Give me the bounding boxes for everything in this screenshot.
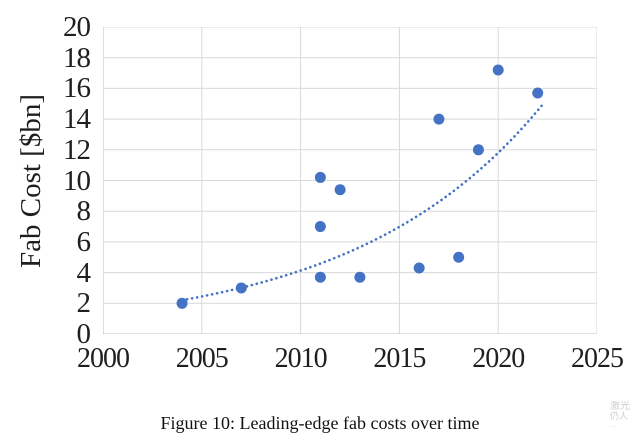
data-point: [314, 221, 326, 233]
y-tick-label: 18: [63, 41, 91, 74]
y-tick-label: 14: [63, 103, 91, 136]
data-point: [314, 171, 326, 183]
trendline-dotted: [180, 102, 545, 302]
figure-caption: Figure 10: Leading-edge fab costs over t…: [160, 413, 480, 433]
x-tick-label: 2020: [472, 343, 525, 374]
y-tick-label: 16: [63, 72, 91, 105]
y-tick-label: 6: [76, 225, 92, 258]
y-tick-label: 4: [76, 256, 92, 289]
y-tick-label: 10: [63, 164, 91, 197]
watermark: 激光 仍人 …: [610, 401, 640, 433]
data-point: [413, 262, 425, 274]
scatter-chart-svg: [103, 27, 597, 334]
data-point: [235, 282, 247, 294]
data-point: [354, 271, 366, 283]
x-tick-label: 2015: [373, 343, 426, 374]
data-point: [433, 113, 445, 125]
x-tick-label: 2025: [571, 343, 624, 374]
x-tick-label: 2010: [274, 343, 328, 374]
plot-area: [103, 27, 597, 334]
x-tick-label: 2005: [175, 343, 229, 374]
data-point: [532, 87, 544, 99]
watermark-line-1: 激光: [610, 401, 630, 412]
y-tick-label: 12: [63, 133, 91, 166]
watermark-line-2: 仍人: [610, 412, 629, 422]
data-point: [472, 144, 484, 156]
data-point: [176, 297, 188, 309]
gridlines: [103, 27, 597, 334]
y-tick-label: 8: [76, 195, 92, 228]
scatter-points: [176, 64, 544, 309]
data-point: [334, 184, 346, 196]
watermark-line-3: …: [610, 422, 617, 429]
y-tick-label: 0: [76, 318, 92, 350]
x-tick-label: 2000: [77, 343, 130, 374]
y-tick-label: 2: [76, 287, 92, 320]
data-point: [314, 271, 326, 283]
data-point: [453, 251, 465, 263]
data-point: [492, 64, 504, 76]
y-tick-label: 20: [63, 11, 91, 43]
